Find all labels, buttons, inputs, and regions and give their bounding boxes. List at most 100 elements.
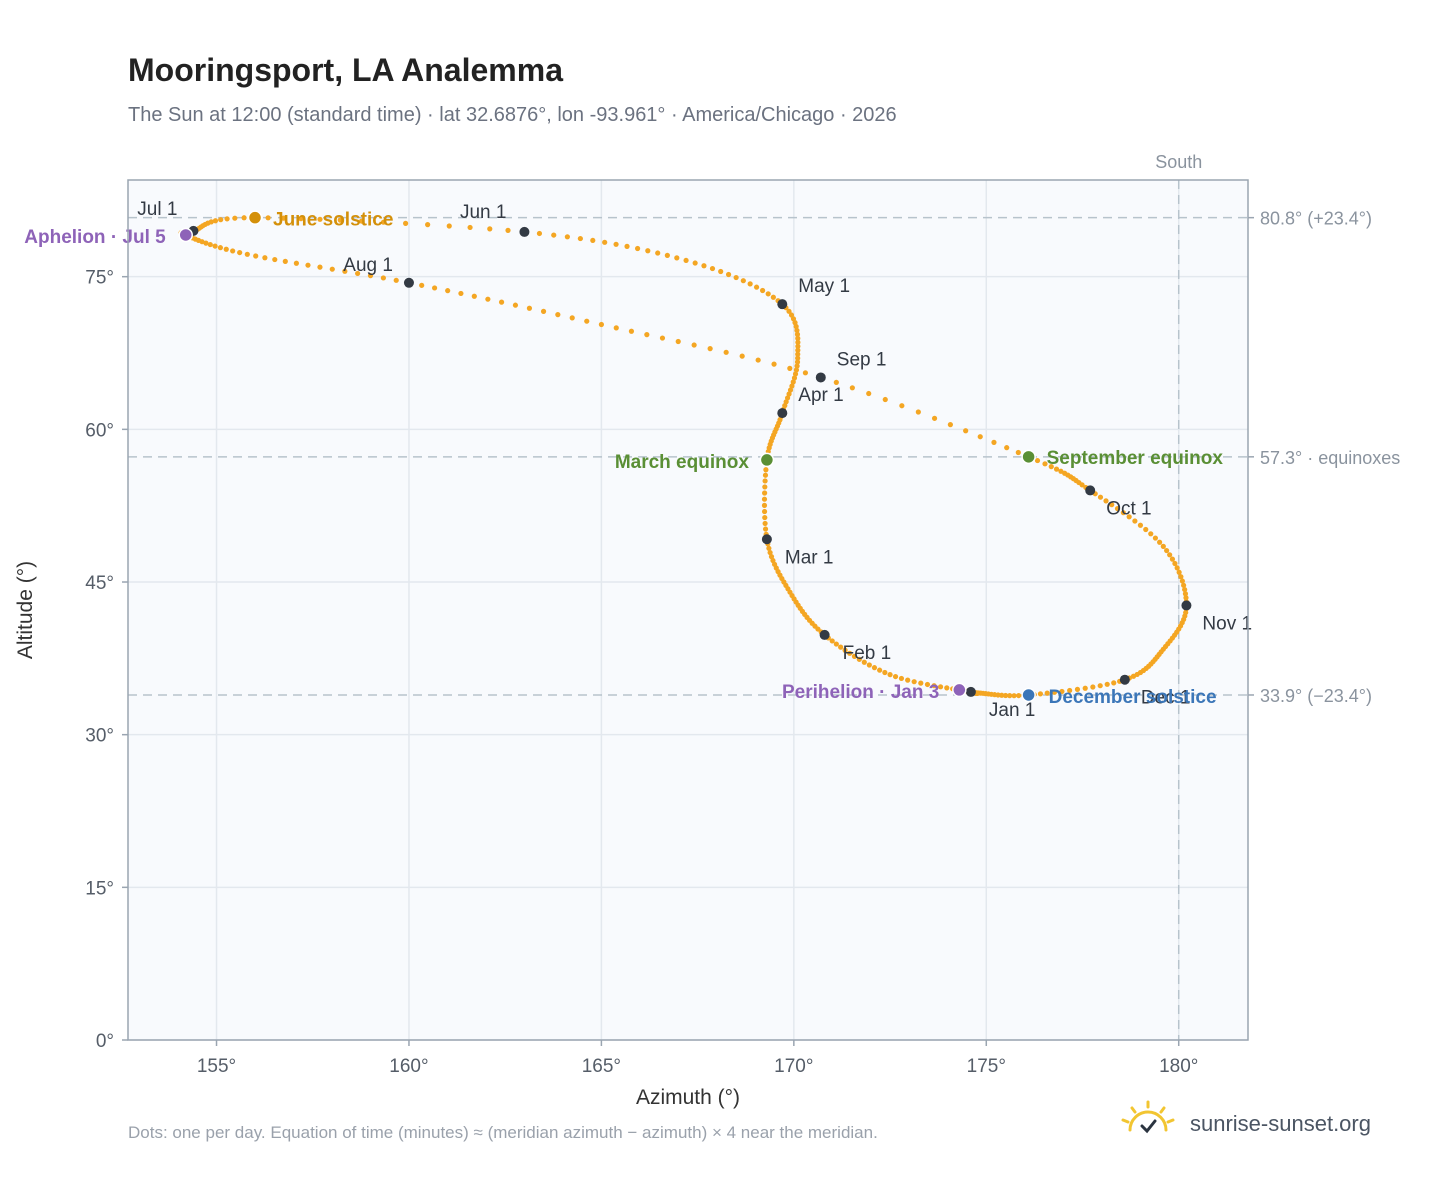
daily-sun-dot xyxy=(733,274,739,281)
daily-sun-dot xyxy=(918,680,924,686)
daily-sun-dot xyxy=(1090,684,1096,690)
daily-sun-dot xyxy=(505,227,511,233)
daily-sun-dot xyxy=(584,318,590,324)
month-marker-label: Mar 1 xyxy=(785,547,834,568)
month-marker-dot xyxy=(1085,485,1096,496)
daily-sun-dot xyxy=(795,347,801,353)
daily-sun-dot xyxy=(709,265,716,272)
daily-sun-dot xyxy=(887,672,893,678)
daily-sun-dot xyxy=(446,223,452,229)
event-marker-dot xyxy=(1021,687,1036,703)
event-marker-label: September equinox xyxy=(1047,448,1224,469)
daily-sun-dot xyxy=(1176,569,1182,575)
daily-sun-dot xyxy=(445,288,451,294)
daily-sun-dot xyxy=(644,332,650,338)
daily-sun-dot xyxy=(432,285,438,291)
month-marker-dot xyxy=(761,534,772,545)
daily-sun-dot xyxy=(298,216,304,222)
daily-sun-dot xyxy=(551,232,557,238)
daily-sun-dot xyxy=(540,308,547,314)
sun-logo-icon xyxy=(1121,1100,1175,1134)
daily-sun-dot xyxy=(944,685,950,691)
daily-sun-dot xyxy=(317,216,323,222)
month-marker-label: Jul 1 xyxy=(137,199,177,220)
daily-sun-dot xyxy=(1074,686,1081,692)
daily-sun-dot xyxy=(931,683,937,689)
month-marker-label: Jan 1 xyxy=(989,700,1035,721)
daily-sun-dot xyxy=(740,278,746,284)
month-marker-label: Sep 1 xyxy=(837,349,887,370)
daily-sun-dot xyxy=(536,230,543,237)
daily-sun-dot xyxy=(765,291,771,297)
daily-sun-dot xyxy=(866,390,872,397)
daily-sun-dot xyxy=(707,346,713,352)
brand-logo[interactable]: sunrise-sunset.org xyxy=(1120,1100,1390,1148)
daily-sun-dot xyxy=(762,478,768,484)
daily-sun-dot xyxy=(838,644,844,650)
daily-sun-dot xyxy=(498,299,505,305)
daily-sun-dot xyxy=(947,422,953,428)
daily-sun-dot xyxy=(659,335,666,341)
daily-sun-dot xyxy=(590,237,596,244)
event-marker-label: Perihelion · Jan 3 xyxy=(782,682,939,703)
x-axis-label: Azimuth (°) xyxy=(636,1086,740,1109)
x-tick-label: 155° xyxy=(197,1056,236,1077)
y-tick-label: 15° xyxy=(85,878,114,899)
daily-sun-dot xyxy=(1037,691,1044,697)
daily-sun-dot xyxy=(203,240,209,246)
month-marker-label: Jun 1 xyxy=(460,202,506,223)
daily-sun-dot xyxy=(762,484,768,490)
daily-sun-dot xyxy=(393,277,399,283)
daily-sun-dot xyxy=(1178,574,1184,580)
daily-sun-dot xyxy=(892,673,899,680)
daily-sun-dot xyxy=(1132,518,1138,524)
daily-sun-dot xyxy=(380,275,386,281)
brand-name: sunrise-sunset.org xyxy=(1190,1111,1371,1136)
month-marker-label: Oct 1 xyxy=(1106,498,1151,519)
event-marker-dot xyxy=(952,682,967,698)
daily-sun-dot xyxy=(784,395,791,401)
daily-sun-dot xyxy=(755,357,761,363)
daily-sun-dot xyxy=(624,243,630,249)
daily-sun-dot xyxy=(1103,498,1109,504)
daily-sun-dot xyxy=(795,335,801,341)
daily-sun-dot xyxy=(788,312,795,318)
daily-sun-dot xyxy=(762,526,769,532)
daily-sun-dot xyxy=(1082,685,1088,691)
reference-lines: 80.8° (+23.4°) 57.3° · equinoxes 33.9° (−2… xyxy=(128,152,1400,1040)
daily-sun-dot xyxy=(237,249,243,256)
daily-sun-dot xyxy=(1104,681,1110,687)
month-marker-dot xyxy=(519,226,530,237)
month-marker-dot xyxy=(1181,600,1192,611)
daily-sun-dot xyxy=(419,282,425,288)
daily-sun-dot xyxy=(241,215,247,221)
plot-area xyxy=(128,180,1248,1040)
daily-sun-dot xyxy=(794,363,800,369)
daily-sun-dot xyxy=(512,302,519,308)
daily-sun-dot xyxy=(856,656,862,662)
daily-sun-dot xyxy=(692,260,698,266)
daily-sun-dot xyxy=(293,260,299,266)
daily-sun-dot xyxy=(1042,461,1048,467)
daily-sun-dot xyxy=(771,361,777,367)
daily-sun-dot xyxy=(683,257,689,264)
daily-sun-dot xyxy=(766,545,772,551)
event-marker-label: Aphelion · Jul 5 xyxy=(24,227,166,248)
daily-sun-dot xyxy=(762,520,768,527)
daily-sun-dot xyxy=(792,371,799,377)
daily-sun-dot xyxy=(329,266,335,272)
daily-sun-dot xyxy=(253,253,259,259)
event-marker-label: June solstice xyxy=(273,210,393,231)
daily-sun-dot xyxy=(842,647,848,653)
daily-sun-dot xyxy=(763,467,769,473)
daily-sun-dot xyxy=(718,268,724,275)
event-marker-dot xyxy=(178,227,193,243)
daily-sun-dot xyxy=(829,638,835,644)
y-tick-label: 30° xyxy=(85,726,114,747)
daily-sun-dot xyxy=(232,215,238,221)
daily-sun-dot xyxy=(977,434,983,440)
month-marker-dot xyxy=(965,686,976,697)
daily-sun-dot xyxy=(342,268,348,274)
daily-sun-dot xyxy=(674,255,680,261)
daily-sun-dot xyxy=(1109,502,1115,508)
